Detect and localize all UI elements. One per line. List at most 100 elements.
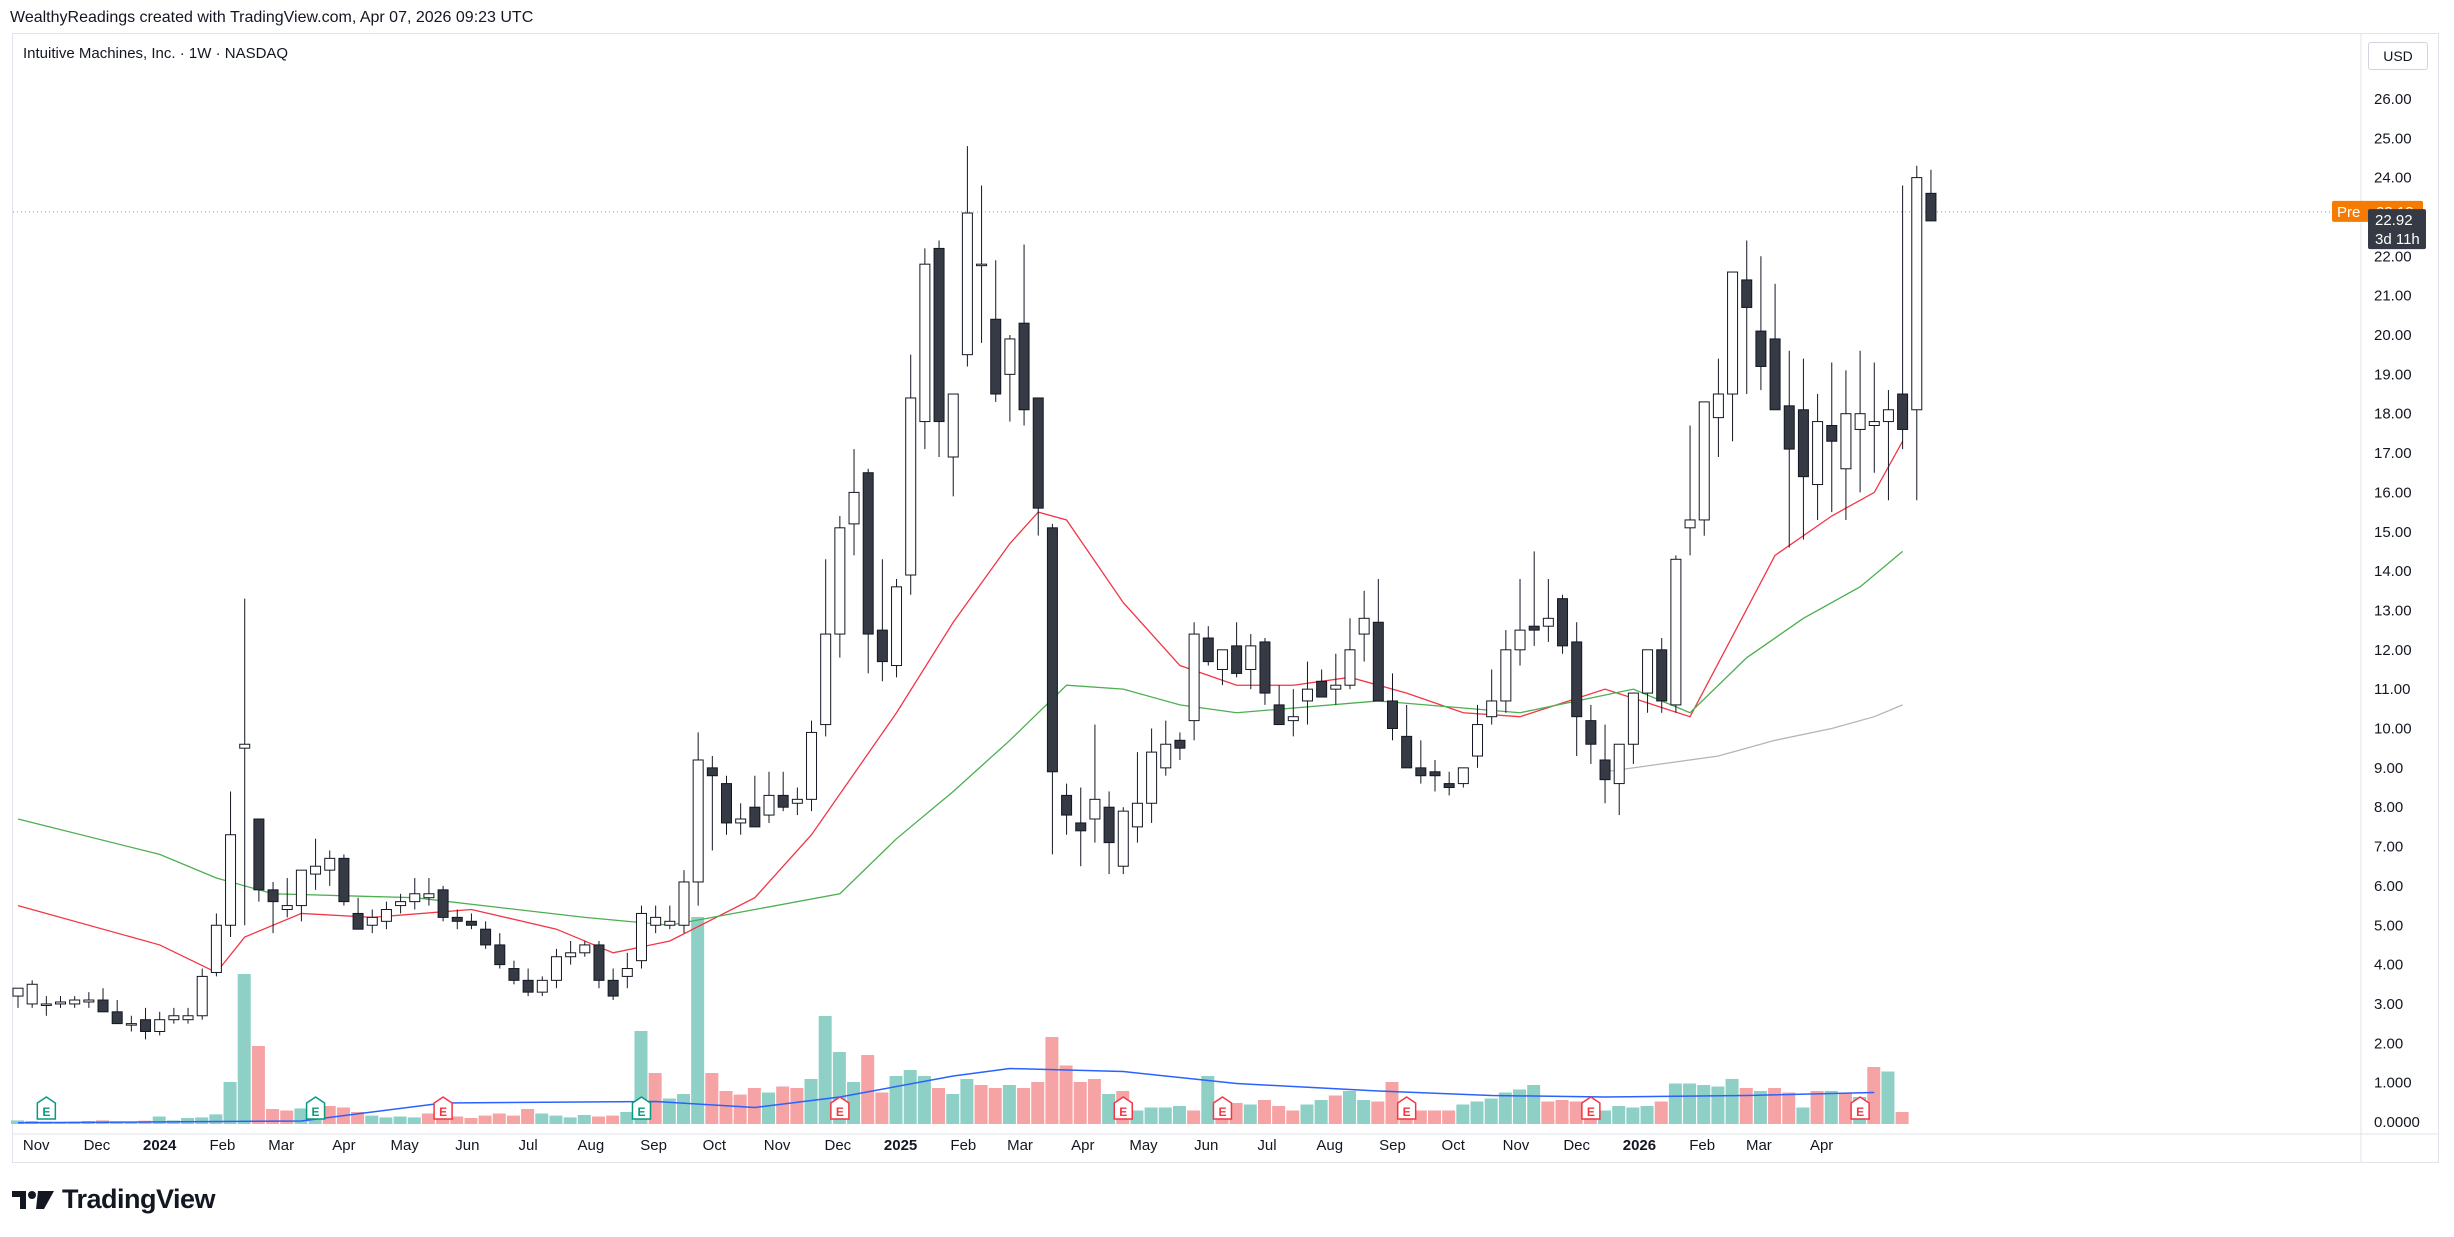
time-axis-tick-label: Jul (1257, 1137, 1276, 1154)
volume-bar (1654, 1101, 1668, 1124)
volume-bar (1257, 1100, 1271, 1124)
time-axis-tick-label: Sep (640, 1137, 667, 1154)
volume-bar (563, 1117, 577, 1124)
candle (976, 185, 988, 343)
candle-body (749, 806, 761, 828)
volume-bar (889, 1076, 903, 1124)
candle (1528, 551, 1540, 646)
candle-body (1500, 649, 1512, 702)
candle-body (1727, 271, 1739, 395)
candle-body (1344, 649, 1356, 686)
candle (324, 850, 336, 886)
volume-bar (1442, 1110, 1456, 1124)
candle (721, 775, 732, 835)
volume-bar (762, 1092, 776, 1124)
earnings-marker-label: E (42, 1105, 50, 1119)
candle (12, 987, 24, 1008)
volume-bar (988, 1088, 1002, 1124)
volume-bar (1371, 1101, 1385, 1124)
candle-body (253, 818, 265, 891)
candle-body (735, 818, 747, 824)
candle-body (1273, 704, 1285, 726)
candle (1840, 370, 1852, 520)
candle-body (905, 397, 917, 576)
time-axis-tick-label: 2024 (143, 1137, 177, 1154)
time-axis-tick-label: Feb (210, 1137, 236, 1154)
time-axis-tick-label: Jul (519, 1137, 538, 1154)
candle-body (1911, 177, 1923, 411)
candle (1131, 752, 1143, 843)
earnings-marker: E (1850, 1096, 1870, 1120)
candle (1741, 240, 1753, 395)
candle-body (1769, 338, 1781, 411)
tradingview-brand[interactable]: TradingView (12, 1184, 216, 1215)
candle-body (961, 212, 973, 356)
candle (380, 901, 392, 930)
moving-average-line (1604, 704, 1903, 773)
candle-body (210, 924, 222, 973)
volume-bar (1328, 1095, 1342, 1124)
candle-body (862, 472, 874, 635)
candle-body (508, 968, 520, 981)
candle-body (1854, 413, 1866, 430)
candle-body (635, 912, 647, 962)
earnings-marker-shape (433, 1096, 453, 1120)
candle-body (451, 916, 463, 922)
volume-bar (1158, 1107, 1172, 1124)
candle-body (83, 999, 95, 1003)
candle-body (1075, 822, 1087, 832)
volume-bar (379, 1117, 393, 1124)
time-axis-tick-label: Apr (1071, 1137, 1094, 1154)
candle-body (1486, 700, 1498, 718)
volume-bar (1598, 1110, 1612, 1124)
premarket-badge-label: Pre (2337, 204, 2360, 221)
candle-body (1202, 637, 1214, 663)
candle (338, 854, 350, 906)
candle-body (1514, 629, 1526, 651)
price-axis-tick-label: 17.00 (2374, 445, 2412, 462)
candle (1797, 358, 1809, 540)
candle (876, 559, 888, 682)
volume-bar (676, 1094, 690, 1124)
earnings-marker-label: E (1587, 1105, 1595, 1119)
volume-bar (1626, 1107, 1640, 1124)
candle (1557, 594, 1569, 654)
volume-bar (691, 917, 705, 1124)
candle (1330, 653, 1342, 705)
time-axis-tick-label: Nov (23, 1137, 50, 1154)
candle (508, 960, 520, 985)
earnings-marker: E (830, 1096, 850, 1120)
candle (97, 988, 109, 1013)
candle-body (1160, 743, 1172, 769)
candle-body (565, 952, 577, 958)
tradingview-wordmark: TradingView (62, 1184, 216, 1214)
candle (692, 732, 704, 906)
candle-body (1401, 735, 1413, 769)
candle-body (111, 1011, 123, 1025)
candle-body (876, 629, 888, 663)
candle-body (12, 987, 24, 997)
symbol-title[interactable]: Intuitive Machines, Inc. · 1W · NASDAQ (23, 45, 289, 62)
candle (1004, 335, 1016, 422)
price-axis-tick-label: 0.0000 (2374, 1114, 2420, 1131)
candle (1358, 590, 1370, 662)
candle (1500, 630, 1512, 713)
currency-badge[interactable]: USD (2368, 42, 2428, 70)
candle-body (593, 944, 605, 981)
volume-bar (1753, 1091, 1767, 1124)
candle-body (1188, 633, 1200, 722)
candle-body (423, 893, 435, 899)
price-axis-tick-label: 4.00 (2374, 957, 2403, 974)
candle (352, 897, 364, 930)
candle-body (536, 979, 548, 993)
earnings-marker-label: E (1856, 1105, 1864, 1119)
volume-bar (266, 1109, 280, 1124)
volume-bar (719, 1091, 733, 1124)
candle (607, 968, 619, 1001)
tradingview-logo-icon (12, 1190, 54, 1209)
volume-bar (1498, 1092, 1512, 1124)
earnings-marker-label: E (1218, 1105, 1226, 1119)
time-axis-tick-label: Oct (1442, 1137, 1466, 1154)
candle (267, 881, 279, 934)
